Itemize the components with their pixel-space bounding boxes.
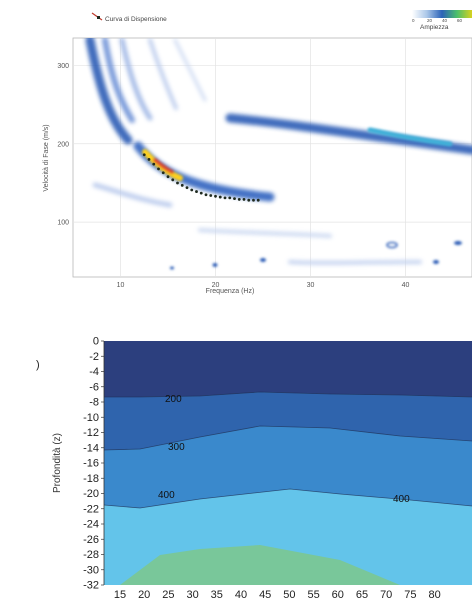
x-tick-label: 15 xyxy=(114,589,126,600)
contour-label-400: 400 xyxy=(393,494,410,505)
curve-point xyxy=(218,195,222,199)
x-axis-label: Frequenza (Hz) xyxy=(206,288,255,295)
x-tick-label: 55 xyxy=(307,589,319,600)
y-tick-label: -8 xyxy=(89,397,99,409)
x-tick-label: 20 xyxy=(138,589,150,600)
colorbar-tick: 60 xyxy=(457,18,463,23)
y-tick-label: 300 xyxy=(57,63,69,70)
y-axis-label: Profondità (z) xyxy=(52,433,63,493)
x-tick-label: 60 xyxy=(332,589,344,600)
colorbar-tick: 20 xyxy=(427,18,433,23)
x-tick-label: 35 xyxy=(211,589,223,600)
colorbar: 0 20 40 60 Ampiezza xyxy=(412,10,472,31)
dispersion-curve xyxy=(142,153,260,202)
velocity-profile-chart: ) 200 300 400 400 0 -2 -4 -6 -8 -10 -12 -14 -16 -… xyxy=(36,336,472,600)
y-tick-label: -14 xyxy=(83,442,99,454)
curve-point xyxy=(152,162,156,166)
y-tick-label: -16 xyxy=(83,458,99,470)
amplitude-spectrum xyxy=(85,38,472,270)
curve-point xyxy=(209,194,213,197)
legend: Curva di Dispensione xyxy=(91,12,167,23)
y-tick-label: -32 xyxy=(83,580,99,592)
curve-point xyxy=(147,158,151,161)
x-tick-label: 50 xyxy=(283,589,295,600)
curve-point xyxy=(171,178,175,182)
y-tick-label: 100 xyxy=(57,220,69,227)
y-tick-label: -4 xyxy=(89,366,99,378)
y-tick-label: -22 xyxy=(83,503,99,515)
curve-point xyxy=(223,196,227,200)
x-tick-label: 30 xyxy=(186,589,198,600)
curve-point xyxy=(157,167,160,171)
curve-point xyxy=(242,198,246,201)
y-tick-label: -24 xyxy=(83,519,99,531)
curve-point xyxy=(237,198,241,201)
legend-marker xyxy=(97,16,100,19)
colorbar-gradient xyxy=(412,10,472,18)
y-tick-label: -12 xyxy=(83,427,99,439)
curve-point xyxy=(233,197,236,201)
y-tick-label: -28 xyxy=(83,549,99,561)
x-tick-label: 65 xyxy=(356,589,368,600)
legend-curve-label: Curva di Dispensione xyxy=(105,16,167,23)
dispersion-chart: Curva di Dispensione 0 20 40 60 Ampiezza xyxy=(43,10,472,295)
y-tick-label: -26 xyxy=(83,534,99,546)
curve-point xyxy=(142,153,146,157)
x-tick-label: 70 xyxy=(380,589,392,600)
y-tick-label: -30 xyxy=(83,564,99,576)
curve-point xyxy=(252,198,255,202)
curve-point xyxy=(166,175,170,179)
y-tick-label: 200 xyxy=(57,141,69,148)
x-tick-label: 30 xyxy=(307,282,315,289)
x-tick-label: 80 xyxy=(428,589,440,600)
x-tick-label: 10 xyxy=(117,282,125,289)
contour-label-300: 300 xyxy=(168,442,185,453)
y-tick-label: 0 xyxy=(93,336,99,348)
curve-point xyxy=(161,171,165,175)
layer-200-300 xyxy=(104,392,472,450)
x-tick-label: 45 xyxy=(259,589,271,600)
panel-label: ) xyxy=(36,359,40,371)
curve-point xyxy=(247,198,251,202)
colorbar-tick: 40 xyxy=(442,18,448,23)
contour-label-400: 400 xyxy=(158,490,175,501)
x-tick-label: 20 xyxy=(212,282,220,289)
y-axis-label: Velocità di Fase (m/s) xyxy=(43,124,50,191)
curve-point xyxy=(228,196,232,200)
y-tick-label: -2 xyxy=(89,351,99,363)
x-tick-label: 25 xyxy=(162,589,174,600)
curve-point xyxy=(256,198,260,202)
layer-400-500 xyxy=(104,489,472,585)
layer-under-200 xyxy=(104,341,472,397)
colorbar-title: Ampiezza xyxy=(420,24,449,31)
curve-point xyxy=(176,181,179,185)
x-tick-label: 75 xyxy=(404,589,416,600)
y-tick-label: -10 xyxy=(83,412,99,424)
curve-point xyxy=(204,193,208,197)
curve-point xyxy=(199,191,203,195)
curve-point xyxy=(195,190,198,193)
y-tick-label: -6 xyxy=(89,381,99,393)
contour-label-200: 200 xyxy=(165,394,182,405)
layer-300-400 xyxy=(104,426,472,508)
curve-point xyxy=(185,186,189,190)
y-tick-label: -18 xyxy=(83,473,99,485)
curve-point xyxy=(214,194,217,198)
x-tick-label: 40 xyxy=(402,282,410,289)
velocity-layers xyxy=(104,341,472,585)
y-tick-label: -20 xyxy=(83,488,99,500)
curve-point xyxy=(190,188,194,192)
axes: 10 20 30 40 100 200 300 xyxy=(57,63,409,289)
x-tick-label: 40 xyxy=(235,589,247,600)
colorbar-tick: 0 xyxy=(412,18,415,23)
axes: 0 -2 -4 -6 -8 -10 -12 -14 -16 -18 -20 -22 -24 -26 -28 -… xyxy=(83,336,441,600)
curve-point xyxy=(180,183,184,187)
